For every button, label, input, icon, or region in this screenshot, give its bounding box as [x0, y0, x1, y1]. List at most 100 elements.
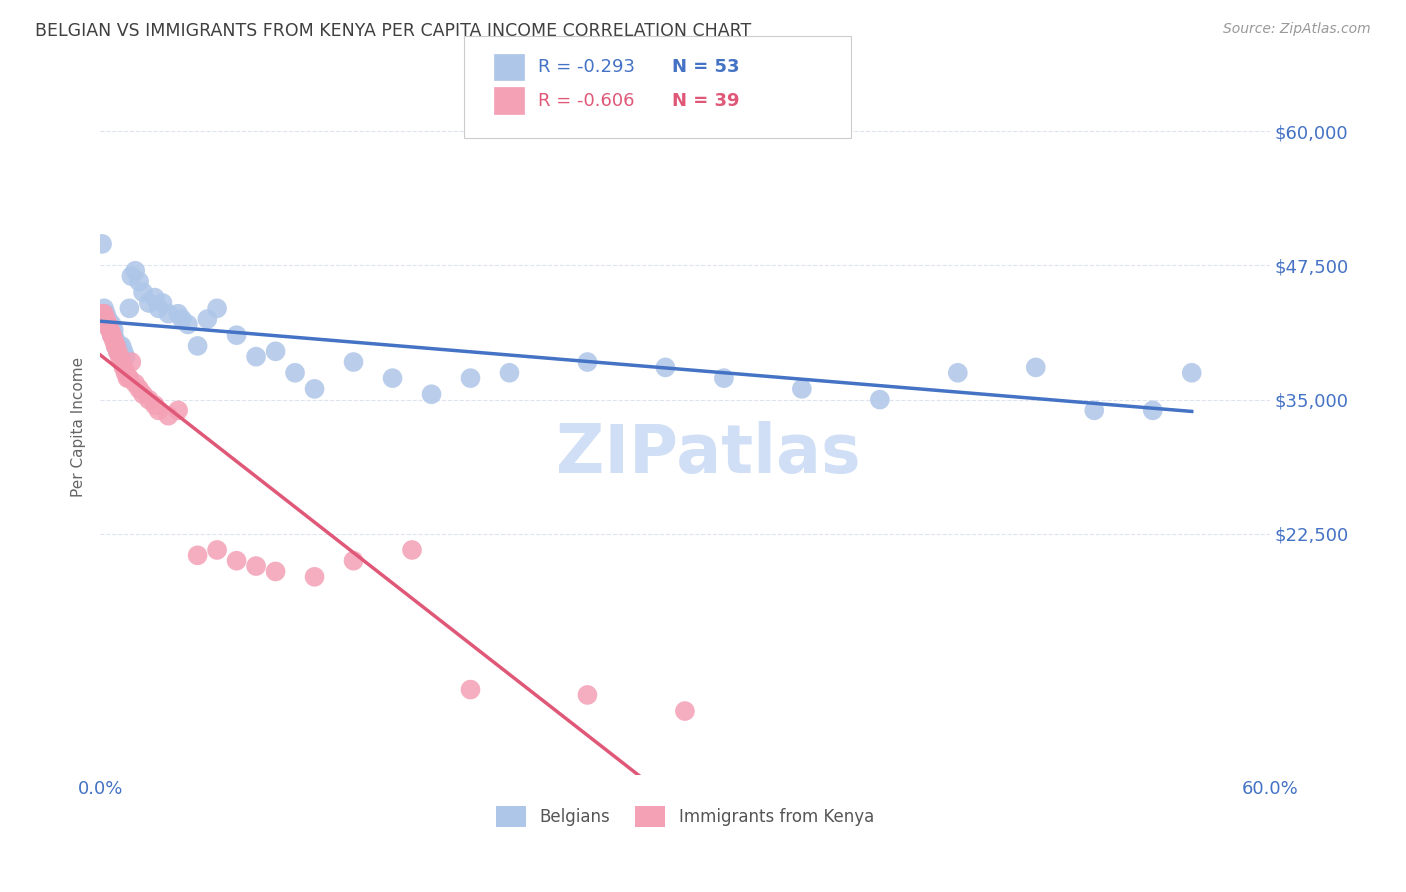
Point [97, 318, 120, 332]
Point [157, 409, 180, 423]
Point [177, 318, 200, 332]
Point [148, 301, 170, 316]
Point [103, 334, 125, 348]
Point [91, 236, 114, 251]
Point [124, 376, 146, 391]
Point [342, 355, 364, 369]
Point [97, 318, 120, 332]
Y-axis label: Per Capita Income: Per Capita Income [72, 357, 86, 497]
Point [195, 312, 218, 326]
Point [205, 301, 228, 316]
Point [120, 355, 142, 369]
Point [118, 371, 141, 385]
Point [460, 371, 482, 385]
Text: N = 39: N = 39 [672, 92, 740, 110]
Point [104, 339, 127, 353]
Point [138, 296, 160, 310]
Text: R = -0.606: R = -0.606 [538, 92, 636, 110]
Point [120, 269, 142, 284]
Point [124, 264, 146, 278]
Text: BELGIAN VS IMMIGRANTS FROM KENYA PER CAPITA INCOME CORRELATION CHART: BELGIAN VS IMMIGRANTS FROM KENYA PER CAP… [35, 22, 751, 40]
Point [98, 323, 121, 337]
Text: Source: ZipAtlas.com: Source: ZipAtlas.com [1223, 22, 1371, 37]
Point [167, 307, 190, 321]
Point [104, 334, 127, 348]
Point [132, 387, 155, 401]
Point [264, 344, 287, 359]
Legend: Belgians, Immigrants from Kenya: Belgians, Immigrants from Kenya [489, 800, 880, 833]
Text: R = -0.293: R = -0.293 [538, 58, 636, 76]
Text: N = 53: N = 53 [672, 58, 740, 76]
Point [104, 339, 127, 353]
Point [869, 392, 891, 407]
Point [143, 398, 166, 412]
Point [138, 392, 160, 407]
Point [946, 366, 969, 380]
Point [167, 403, 190, 417]
Point [170, 312, 193, 326]
Point [93, 307, 115, 321]
Point [304, 570, 326, 584]
Point [93, 301, 115, 316]
Point [264, 565, 287, 579]
Point [103, 323, 125, 337]
Point [128, 382, 150, 396]
Point [576, 355, 599, 369]
Point [104, 339, 127, 353]
Point [112, 360, 135, 375]
Point [713, 371, 735, 385]
Point [225, 328, 247, 343]
Point [225, 554, 247, 568]
Point [790, 382, 813, 396]
Point [654, 360, 676, 375]
Point [128, 275, 150, 289]
Point [381, 371, 404, 385]
Point [157, 307, 180, 321]
Point [107, 344, 129, 359]
Point [98, 318, 121, 332]
Point [1083, 403, 1105, 417]
Point [1025, 360, 1047, 375]
Point [97, 312, 120, 326]
Point [101, 328, 124, 343]
Point [673, 704, 696, 718]
Point [101, 328, 124, 343]
Point [498, 366, 520, 380]
Point [101, 318, 124, 332]
Point [1181, 366, 1204, 380]
Point [94, 312, 117, 326]
Point [187, 549, 209, 563]
Point [101, 328, 124, 343]
Point [110, 355, 132, 369]
Point [143, 291, 166, 305]
Point [114, 350, 136, 364]
Point [205, 543, 228, 558]
Point [132, 285, 155, 300]
Point [108, 350, 131, 364]
Point [117, 371, 139, 385]
Point [245, 350, 267, 364]
Point [1142, 403, 1164, 417]
Point [91, 307, 114, 321]
Point [152, 296, 174, 310]
Point [114, 366, 136, 380]
Point [112, 344, 135, 359]
Point [284, 366, 307, 380]
Point [108, 339, 131, 353]
Point [460, 682, 482, 697]
Point [187, 339, 209, 353]
Point [304, 382, 326, 396]
Point [401, 543, 423, 558]
Point [94, 307, 117, 321]
Point [118, 301, 141, 316]
Point [245, 559, 267, 574]
Point [420, 387, 443, 401]
Point [342, 554, 364, 568]
Text: ZIPatlas: ZIPatlas [555, 421, 860, 487]
Point [148, 403, 170, 417]
Point [98, 323, 121, 337]
Point [107, 344, 129, 359]
Point [98, 323, 121, 337]
Point [103, 328, 125, 343]
Point [576, 688, 599, 702]
